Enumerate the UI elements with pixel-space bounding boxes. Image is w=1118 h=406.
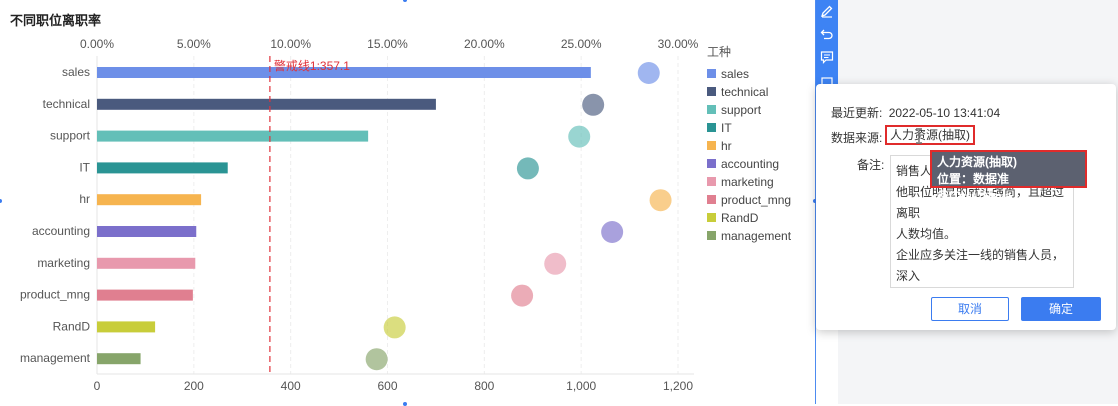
- selection-handle[interactable]: [403, 0, 407, 2]
- bar: [97, 98, 436, 110]
- undo-icon: [820, 29, 833, 40]
- legend-swatch: [707, 141, 716, 150]
- legend-swatch: [707, 87, 716, 96]
- y-category-label: management: [20, 351, 91, 365]
- y-category-label: support: [50, 129, 91, 143]
- x-tick-label-top: 15.00%: [367, 37, 408, 51]
- legend-item: management: [721, 229, 792, 243]
- y-category-label: sales: [62, 65, 90, 79]
- y-category-label: product_mng: [20, 288, 90, 302]
- side-toolbar: [816, 0, 838, 88]
- y-category-label: technical: [43, 97, 90, 111]
- y-category-label: RandD: [53, 319, 91, 333]
- legend-swatch: [707, 177, 716, 186]
- selection-handle[interactable]: [0, 199, 2, 203]
- x-tick-label-top: 20.00%: [464, 37, 505, 51]
- rate-point: [544, 252, 567, 275]
- x-tick-label-top: 0.00%: [80, 37, 114, 51]
- legend-item: RandD: [721, 211, 759, 225]
- source-tooltip: 人力资源(抽取) 位置：数据准备/Test_Naya: [930, 150, 1087, 203]
- legend-swatch: [707, 159, 716, 168]
- legend-swatch: [707, 195, 716, 204]
- rate-point: [516, 157, 539, 180]
- rate-point: [568, 125, 591, 148]
- source-label: 数据来源:: [831, 131, 883, 145]
- x-tick-label-bottom: 0: [94, 379, 101, 393]
- chart-title: 不同职位离职率: [10, 13, 102, 28]
- edit-icon: [820, 5, 833, 18]
- x-tick-label-bottom: 1,200: [663, 379, 693, 393]
- x-tick-label-bottom: 400: [281, 379, 301, 393]
- comment-button[interactable]: [816, 46, 838, 68]
- bar: [97, 257, 196, 269]
- bar: [97, 162, 228, 174]
- rate-point: [601, 221, 624, 243]
- bar-chart: 0 200 400 600 800 1,000 1,200 0.00% 5.00% 10.00% 1…: [20, 37, 792, 393]
- x-tick-label-top: 5.00%: [177, 37, 211, 51]
- bar: [97, 289, 193, 301]
- x-tick-label-bottom: 800: [474, 379, 494, 393]
- bar: [97, 130, 369, 142]
- x-tick-label-bottom: 1,000: [566, 379, 596, 393]
- bar: [97, 226, 197, 237]
- legend-swatch: [707, 123, 716, 132]
- legend-item: hr: [721, 139, 732, 153]
- x-tick-label-top: 30.00%: [658, 37, 699, 51]
- note-label: 备注:: [857, 158, 885, 172]
- bar: [97, 353, 141, 365]
- last-update-label: 最近更新:: [831, 106, 883, 120]
- y-category-label: IT: [79, 160, 90, 174]
- legend-swatch: [707, 231, 716, 240]
- selection-handle[interactable]: [403, 402, 407, 406]
- ok-button[interactable]: 确定: [1021, 297, 1101, 321]
- tooltip-source-name: 人力资源(抽取): [937, 155, 1017, 169]
- y-category-label: marketing: [37, 256, 90, 270]
- y-category-label: accounting: [32, 224, 90, 238]
- selection-handle[interactable]: [813, 199, 817, 203]
- last-update-value: 2022-05-10 13:41:04: [888, 106, 1001, 120]
- comment-icon: [820, 51, 834, 64]
- x-tick-label-top: 25.00%: [561, 37, 602, 51]
- legend-item: sales: [721, 67, 749, 81]
- data-info-dialog: 最近更新: 2022-05-10 13:41:04 数据来源: 人力资源(抽取)…: [816, 84, 1116, 330]
- image-icon: [821, 76, 833, 86]
- edit-button[interactable]: [816, 0, 838, 22]
- cancel-button[interactable]: 取消: [931, 297, 1009, 321]
- bar: [97, 194, 202, 206]
- text-cursor-icon: [916, 128, 922, 144]
- rate-point: [582, 93, 605, 116]
- image-button[interactable]: [816, 69, 838, 88]
- y-category-label: hr: [79, 192, 90, 206]
- reference-line-label: 警戒线1:357.1: [274, 58, 350, 73]
- bar: [97, 67, 591, 78]
- legend-title: 工种: [707, 45, 731, 59]
- legend-swatch: [707, 213, 716, 222]
- source-link[interactable]: 人力资源(抽取): [885, 125, 975, 145]
- tooltip-source-location: 位置：数据准备/Test_Naya: [937, 172, 1012, 203]
- legend-item: product_mng: [721, 193, 791, 207]
- legend-item: marketing: [721, 175, 774, 189]
- legend-item: accounting: [721, 157, 779, 171]
- x-tick-label-bottom: 200: [184, 379, 204, 393]
- x-tick-label-top: 10.00%: [270, 37, 311, 51]
- legend-item: technical: [721, 85, 768, 99]
- rate-point: [511, 284, 534, 307]
- legend-swatch: [707, 69, 716, 78]
- bar: [97, 321, 156, 333]
- undo-button[interactable]: [816, 23, 838, 45]
- rate-point: [383, 316, 406, 339]
- chart-panel: 不同职位离职率 0 200 400 600 800 1,000 1,200 0.00% 5.00…: [10, 13, 792, 393]
- legend-item: support: [721, 103, 762, 117]
- rate-point: [637, 62, 660, 84]
- x-tick-label-bottom: 600: [377, 379, 397, 393]
- rate-point: [365, 348, 388, 371]
- legend-item: IT: [721, 121, 732, 135]
- rate-point: [649, 189, 672, 212]
- legend-swatch: [707, 105, 716, 114]
